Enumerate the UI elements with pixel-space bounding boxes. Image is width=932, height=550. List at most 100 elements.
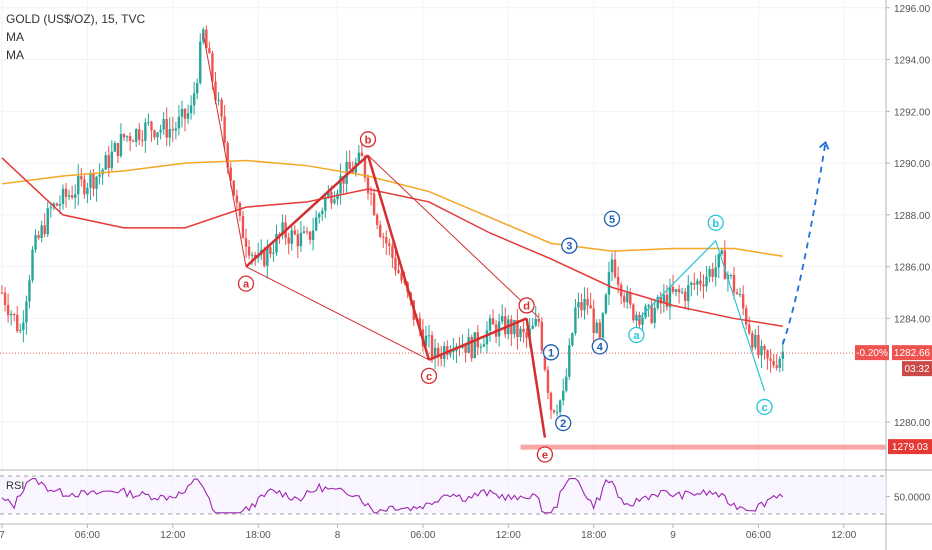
- wave-blue-label: 5: [609, 214, 615, 226]
- wave-blue-label: 4: [597, 341, 604, 353]
- candle-body: [205, 29, 208, 49]
- candle-body: [83, 179, 86, 195]
- candle-body: [171, 129, 174, 131]
- candle-body: [558, 400, 562, 413]
- rsi-band-fill: [0, 476, 886, 514]
- ma-indicator-1[interactable]: MA: [6, 30, 24, 44]
- candle-body: [677, 289, 681, 293]
- candle-body: [562, 390, 565, 401]
- candle-body: [418, 318, 422, 330]
- candle-body: [693, 282, 696, 285]
- candle-body: [510, 319, 513, 335]
- candle-body: [351, 169, 354, 173]
- candle-body: [247, 246, 251, 256]
- candle-body: [781, 351, 784, 359]
- candle-body: [253, 254, 257, 258]
- candle-body: [400, 272, 403, 281]
- candle-body: [745, 308, 748, 325]
- candle-body: [632, 304, 635, 321]
- candle-body: [229, 167, 232, 181]
- candle-body: [382, 236, 385, 238]
- candle-body: [211, 53, 214, 82]
- candle-body: [3, 292, 7, 305]
- candle-body: [180, 108, 184, 117]
- candle-body: [531, 325, 534, 329]
- candle-body: [64, 188, 68, 197]
- candle-body: [662, 294, 666, 304]
- candle-body: [565, 376, 568, 391]
- wave-red-label: e: [542, 450, 548, 462]
- candle-body: [549, 392, 553, 411]
- candle-body: [287, 237, 290, 244]
- candle-body: [653, 307, 656, 323]
- support-line: [520, 444, 886, 450]
- candle-body: [394, 257, 397, 271]
- wave-blue-label-circle: [542, 344, 560, 361]
- candle-body: [131, 140, 135, 142]
- candle-body: [135, 129, 138, 142]
- candle-body: [543, 350, 547, 370]
- candle-body: [772, 360, 775, 366]
- wave-cyan-label: c: [761, 402, 767, 414]
- candle-body: [598, 322, 601, 338]
- candle-body: [452, 350, 455, 352]
- time-tick-label: 8: [335, 530, 341, 541]
- candle-body: [235, 195, 239, 203]
- candle-body: [385, 237, 388, 244]
- candle-body: [656, 296, 659, 308]
- candle-body: [537, 318, 540, 322]
- wave-blue-label-circle: [555, 414, 572, 432]
- candle-body: [488, 318, 492, 331]
- candle-body: [119, 134, 123, 157]
- candle-body: [580, 301, 583, 311]
- candle-body: [196, 82, 199, 94]
- candle-body: [174, 128, 178, 131]
- candle-body: [348, 161, 351, 170]
- time-tick-label: 9: [670, 530, 676, 541]
- wave-red-leg: [428, 317, 528, 362]
- candle-body: [107, 155, 110, 168]
- ma-indicator-2[interactable]: MA: [6, 48, 24, 62]
- candle-body: [766, 350, 769, 359]
- candle-body: [583, 298, 586, 311]
- wave-blue-label: 1: [548, 347, 554, 359]
- candle-body: [513, 320, 516, 335]
- candle-body: [37, 235, 40, 238]
- candle-body: [165, 119, 168, 138]
- candle-body: [232, 180, 235, 196]
- candle-body: [446, 346, 449, 355]
- candle-body: [223, 116, 226, 144]
- candle-body: [269, 247, 272, 254]
- candle-body: [519, 328, 522, 337]
- candle-body: [635, 314, 638, 321]
- candle-body: [98, 174, 101, 177]
- time-tick-label: 18:00: [246, 530, 271, 541]
- price-tick-label: 1286.00: [894, 263, 931, 274]
- candle-body: [491, 318, 495, 325]
- candle-body: [586, 298, 589, 306]
- candle-body: [769, 358, 772, 361]
- candle-body: [525, 332, 528, 338]
- candle-body: [668, 286, 672, 308]
- time-tick-label: 06:00: [75, 530, 100, 541]
- candle-body: [735, 292, 739, 295]
- price-tick-label: 1294.00: [894, 56, 931, 67]
- candle-body: [95, 176, 98, 189]
- candle-body: [360, 152, 364, 157]
- candle-body: [534, 318, 537, 326]
- candle-body: [147, 121, 150, 123]
- wave-red-label: b: [365, 134, 372, 146]
- candle-body: [314, 217, 318, 231]
- candle-body: [751, 333, 754, 348]
- candle-body: [705, 276, 708, 287]
- candle-body: [629, 292, 632, 305]
- rsi-line: [1, 478, 784, 514]
- wave-red-label: c: [426, 371, 432, 383]
- candle-body: [128, 136, 132, 141]
- candle-body: [159, 129, 162, 133]
- candle-body: [122, 134, 126, 138]
- rsi-label[interactable]: RSI: [6, 480, 25, 492]
- candle-body: [473, 332, 476, 359]
